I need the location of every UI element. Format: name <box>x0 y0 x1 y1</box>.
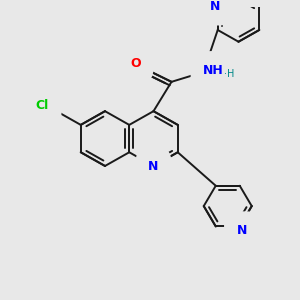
Text: ·H: ·H <box>224 69 235 79</box>
Text: O: O <box>130 57 141 70</box>
Text: NH: NH <box>203 64 224 76</box>
Text: N: N <box>148 160 159 173</box>
Text: N: N <box>237 224 247 237</box>
Text: N: N <box>209 0 220 13</box>
Text: Cl: Cl <box>36 99 49 112</box>
